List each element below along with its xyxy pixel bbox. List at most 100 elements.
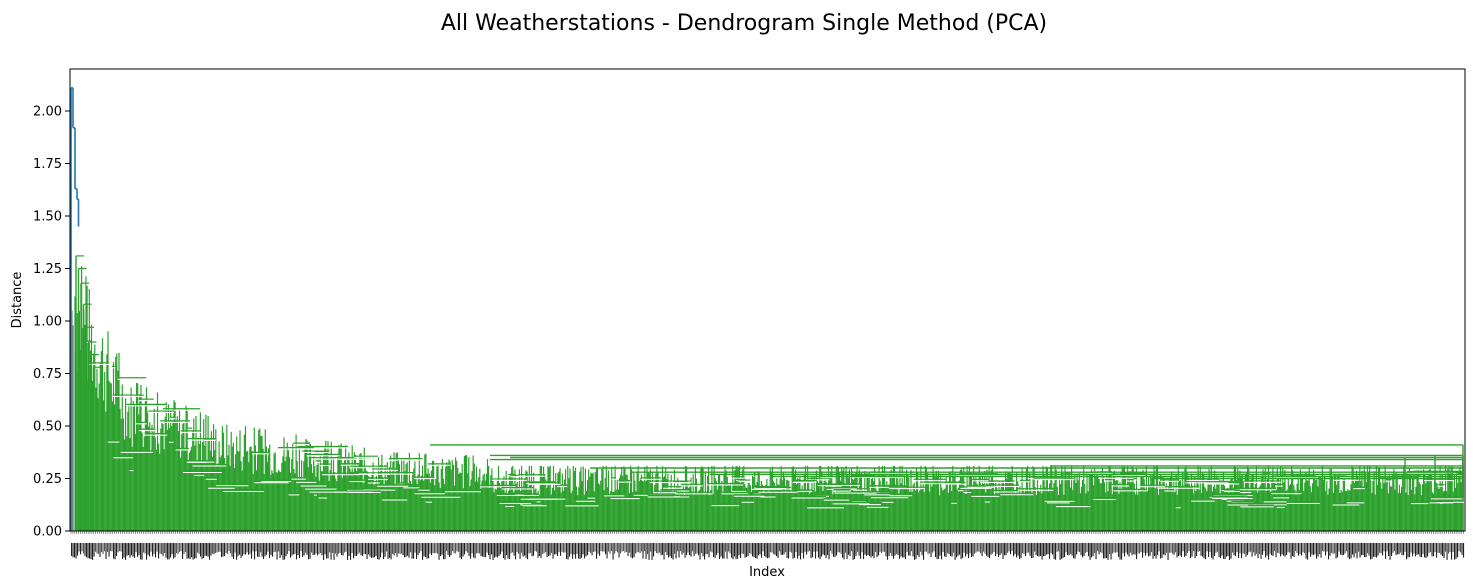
leaf-label-mark: [1013, 543, 1015, 557]
leaf-label-mark: [311, 543, 313, 553]
leaf-label-mark: [294, 543, 296, 554]
leaf-label-mark: [1040, 543, 1042, 556]
leaf-label-mark: [1389, 543, 1391, 560]
leaf-label-mark: [270, 543, 272, 555]
leaf-label-mark: [137, 543, 139, 557]
leaf-label-mark: [698, 543, 700, 556]
leaf-label-mark: [1395, 543, 1397, 556]
leaf-label-mark: [1304, 543, 1306, 554]
leaf-label-mark: [870, 543, 872, 558]
leaf-label-mark: [1263, 543, 1265, 552]
leaf-label-mark: [668, 543, 670, 558]
leaf-label-mark: [884, 543, 886, 552]
leaf-label-mark: [896, 543, 898, 554]
leaf-label-mark: [90, 543, 92, 560]
leaf-label-mark: [1227, 543, 1229, 557]
leaf-label-mark: [932, 543, 934, 553]
leaf-label-mark: [1061, 543, 1063, 559]
leaf-label-mark: [332, 543, 334, 554]
leaf-label-mark: [1100, 543, 1102, 553]
leaf-label-mark: [1011, 543, 1013, 552]
leaf-label-mark: [840, 543, 842, 554]
leaf-label-mark: [177, 543, 179, 555]
leaf-label-mark: [525, 543, 527, 558]
leaf-label-mark: [170, 543, 172, 558]
leaf-label-mark: [1053, 543, 1055, 559]
leaf-label-mark: [287, 543, 289, 554]
leaf-label-mark: [1170, 543, 1172, 553]
leaf-label-mark: [74, 543, 76, 558]
leaf-label-mark: [1140, 543, 1142, 553]
leaf-label-mark: [375, 543, 377, 556]
leaf-label-mark: [1076, 543, 1078, 555]
leaf-label-mark: [1409, 543, 1411, 557]
leaf-label-mark: [362, 543, 364, 557]
leaf-label-mark: [1029, 543, 1031, 556]
leaf-label-mark: [1154, 543, 1156, 557]
leaf-label-mark: [87, 543, 89, 559]
leaf-label-mark: [1340, 543, 1342, 555]
leaf-label-mark: [938, 543, 940, 559]
leaf-label-mark: [1116, 543, 1118, 553]
leaf-label-mark: [320, 543, 322, 553]
leaf-label-mark: [1028, 543, 1030, 553]
leaf-label-mark: [642, 543, 644, 559]
leaf-label-mark: [606, 543, 608, 559]
leaf-label-mark: [1047, 543, 1049, 555]
leaf-label-mark: [954, 543, 956, 560]
leaf-label-mark: [242, 543, 244, 556]
leaf-label-mark: [597, 543, 599, 554]
leaf-label-mark: [93, 543, 95, 557]
leaf-label-mark: [497, 543, 499, 558]
leaf-label-mark: [1106, 543, 1108, 558]
leaf-label-mark: [756, 543, 758, 559]
leaf-label-mark: [909, 543, 911, 556]
leaf-label-mark: [1151, 543, 1153, 553]
leaf-label-mark: [96, 543, 98, 554]
leaf-label-mark: [479, 543, 481, 554]
leaf-label-mark: [974, 543, 976, 554]
leaf-label-mark: [1157, 543, 1159, 556]
leaf-label-mark: [1056, 543, 1058, 552]
y-tick-label: 1.75: [33, 157, 62, 172]
leaf-label-mark: [1283, 543, 1285, 556]
leaf-label-mark: [891, 543, 893, 557]
leaf-label-mark: [692, 543, 694, 552]
leaf-label-mark: [1233, 543, 1235, 556]
leaf-label-mark: [296, 543, 298, 560]
leaf-label-mark: [173, 543, 175, 559]
leaf-label-mark: [1125, 543, 1127, 553]
leaf-label-mark: [521, 543, 523, 553]
leaf-label-mark: [1103, 543, 1105, 559]
leaf-label-mark: [1442, 543, 1444, 556]
leaf-label-mark: [1334, 543, 1336, 554]
leaf-label-mark: [1107, 543, 1109, 560]
leaf-label-mark: [278, 543, 280, 552]
leaf-label-mark: [149, 543, 151, 557]
leaf-label-mark: [368, 543, 370, 555]
leaf-label-mark: [1376, 543, 1378, 558]
leaf-label-mark: [1430, 543, 1432, 553]
leaf-label-mark: [611, 543, 613, 552]
leaf-label-mark: [1008, 543, 1010, 552]
leaf-label-mark: [488, 543, 490, 556]
leaf-label-mark: [539, 543, 541, 557]
leaf-label-mark: [348, 543, 350, 557]
leaf-label-mark: [231, 543, 233, 557]
leaf-label-mark: [1164, 543, 1166, 556]
leaf-label-mark: [255, 543, 257, 552]
leaf-label-mark: [555, 543, 557, 555]
leaf-label-mark: [260, 543, 262, 553]
leaf-label-mark: [770, 543, 772, 553]
y-tick-label: 1.00: [33, 315, 62, 330]
leaf-label-mark: [647, 543, 649, 555]
leaf-label-mark: [1397, 543, 1399, 555]
leaf-label-mark: [531, 543, 533, 557]
leaf-label-mark: [1257, 543, 1259, 558]
leaf-label-mark: [963, 543, 965, 553]
leaf-label-mark: [1271, 543, 1273, 556]
leaf-label-mark: [315, 543, 317, 554]
leaf-label-mark: [1169, 543, 1171, 553]
leaf-label-mark: [716, 543, 718, 555]
